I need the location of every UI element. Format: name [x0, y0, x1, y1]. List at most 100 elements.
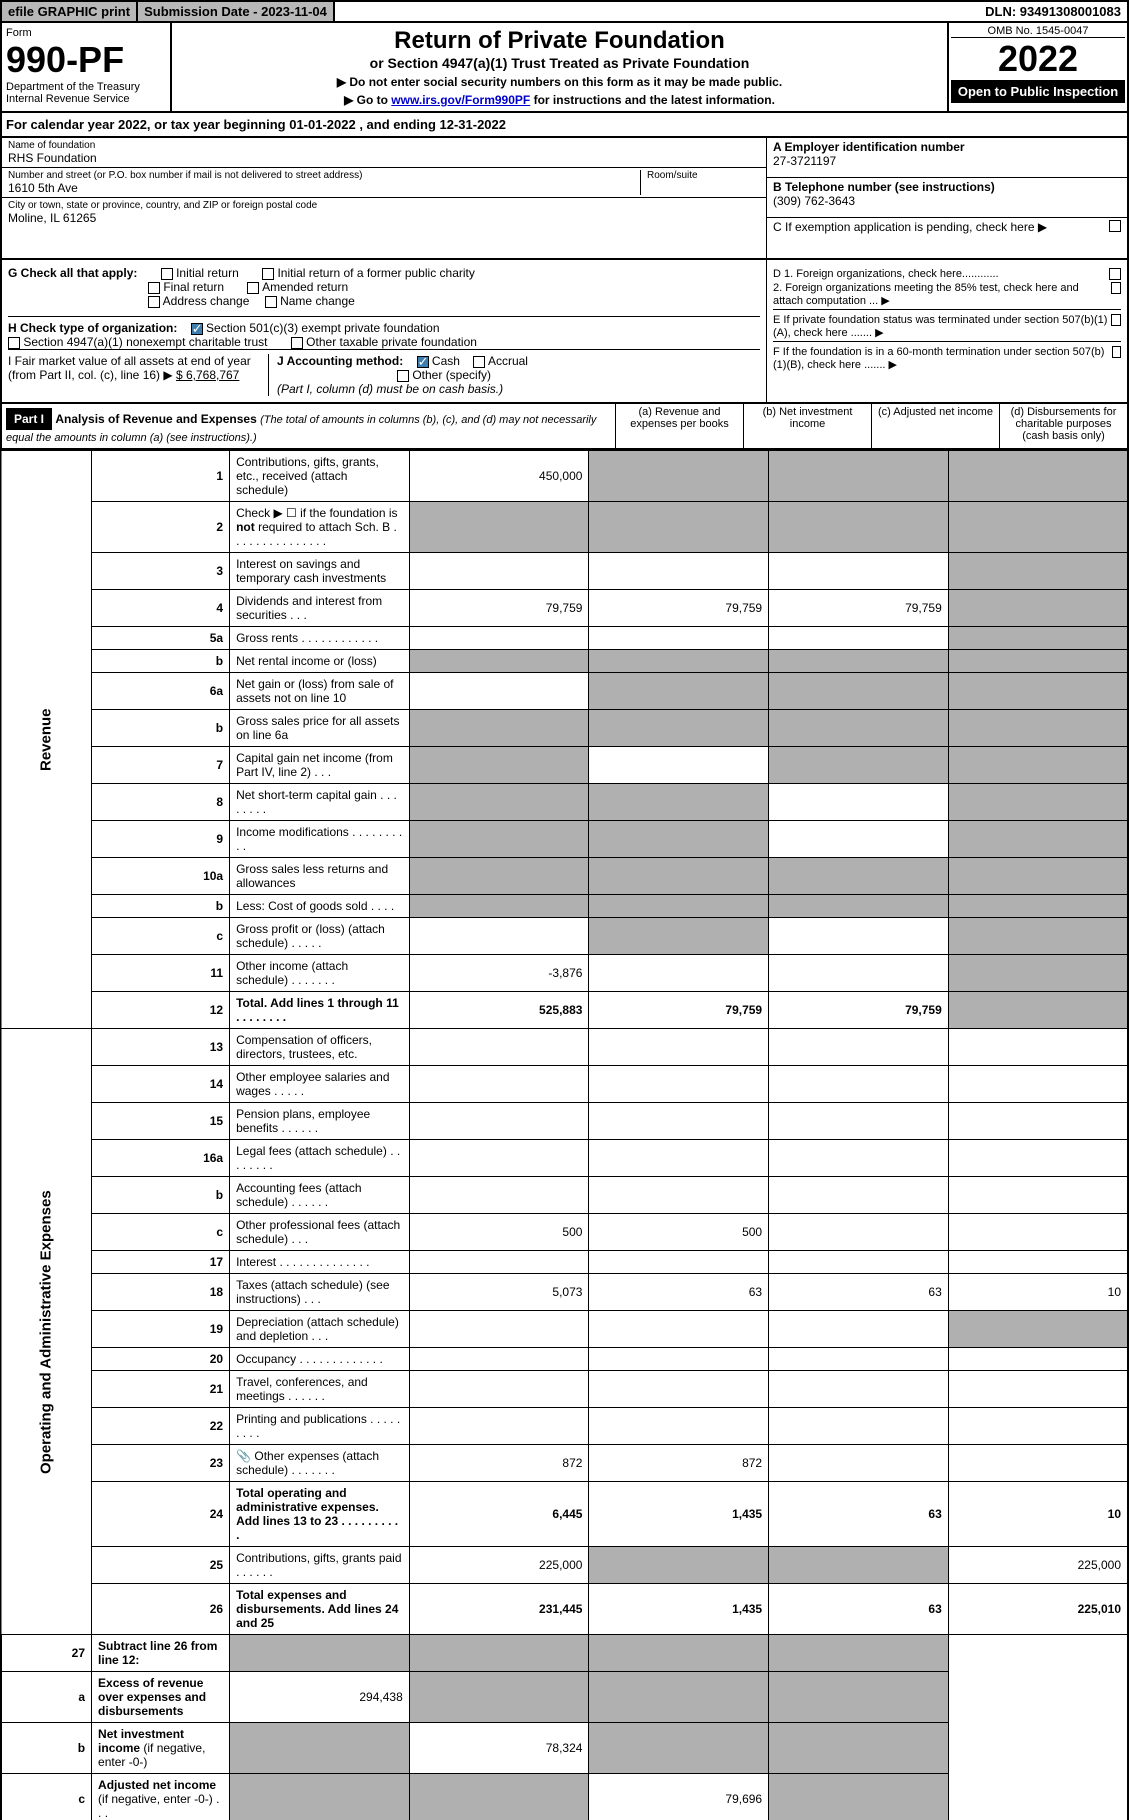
h-other[interactable]: [291, 337, 303, 349]
line-num: c: [92, 918, 230, 955]
table-cell: [589, 650, 769, 673]
subtitle: or Section 4947(a)(1) Trust Treated as P…: [176, 55, 943, 71]
table-cell: [769, 710, 949, 747]
side-label: Revenue: [1, 451, 92, 1029]
table-cell: [948, 590, 1128, 627]
table-cell: [589, 1371, 769, 1408]
line-desc: Other professional fees (attach schedule…: [230, 1214, 410, 1251]
table-row: 25Contributions, gifts, grants paid . . …: [1, 1547, 1128, 1584]
line-desc: Gross sales price for all assets on line…: [230, 710, 410, 747]
table-cell: [409, 1635, 589, 1672]
g-name[interactable]: [265, 296, 277, 308]
line-num: 23: [92, 1445, 230, 1482]
table-row: bNet investment income (if negative, ent…: [1, 1723, 1128, 1774]
f-checkbox[interactable]: [1112, 346, 1121, 358]
table-cell: [948, 918, 1128, 955]
col-d: (d) Disbursements for charitable purpose…: [999, 404, 1127, 448]
table-cell: [948, 710, 1128, 747]
table-row: 18Taxes (attach schedule) (see instructi…: [1, 1274, 1128, 1311]
table-cell: [948, 895, 1128, 918]
table-cell: [409, 858, 589, 895]
year: 2022: [951, 38, 1125, 80]
table-cell: [589, 553, 769, 590]
table-row: 4Dividends and interest from securities …: [1, 590, 1128, 627]
line-desc: Check ▶ ☐ if the foundation is not requi…: [230, 502, 410, 553]
line-num: 18: [92, 1274, 230, 1311]
efile-button[interactable]: efile GRAPHIC print: [2, 2, 138, 21]
table-cell: [589, 1103, 769, 1140]
j-other[interactable]: [397, 370, 409, 382]
line-desc: Total operating and administrative expen…: [230, 1482, 410, 1547]
table-cell: 294,438: [230, 1672, 410, 1723]
h-4947[interactable]: [8, 337, 20, 349]
table-cell: [409, 627, 589, 650]
form-link[interactable]: www.irs.gov/Form990PF: [391, 93, 530, 107]
table-cell: [769, 650, 949, 673]
line-desc: Income modifications . . . . . . . . . .: [230, 821, 410, 858]
line-num: 6a: [92, 673, 230, 710]
table-cell: [589, 1029, 769, 1066]
table-cell: [769, 1348, 949, 1371]
table-cell: [948, 1066, 1128, 1103]
table-cell: [589, 918, 769, 955]
table-cell: [948, 451, 1128, 502]
table-row: 19Depreciation (attach schedule) and dep…: [1, 1311, 1128, 1348]
table-cell: 10: [948, 1274, 1128, 1311]
table-cell: [948, 747, 1128, 784]
line-num: 17: [92, 1251, 230, 1274]
table-cell: [409, 1408, 589, 1445]
table-cell: [948, 1251, 1128, 1274]
c-row: C If exemption application is pending, c…: [767, 218, 1127, 258]
table-cell: [589, 1635, 769, 1672]
c-checkbox[interactable]: [1109, 220, 1121, 232]
table-cell: [409, 650, 589, 673]
g-amended[interactable]: [247, 282, 259, 294]
line-num: 9: [92, 821, 230, 858]
table-cell: [589, 955, 769, 992]
line-desc: Gross profit or (loss) (attach schedule)…: [230, 918, 410, 955]
header-mid: Return of Private Foundation or Section …: [172, 23, 947, 111]
city-row: City or town, state or province, country…: [2, 198, 766, 227]
side-label: Operating and Administrative Expenses: [1, 1029, 92, 1635]
table-cell: [409, 1348, 589, 1371]
line-desc: Contributions, gifts, grants, etc., rece…: [230, 451, 410, 502]
table-cell: [589, 673, 769, 710]
line-desc: Taxes (attach schedule) (see instruction…: [230, 1274, 410, 1311]
line-desc: Interest on savings and temporary cash i…: [230, 553, 410, 590]
line-num: 26: [92, 1584, 230, 1635]
h-501c3[interactable]: [191, 323, 203, 335]
g-address[interactable]: [148, 296, 160, 308]
line-desc: Gross sales less returns and allowances: [230, 858, 410, 895]
table-cell: 79,759: [409, 590, 589, 627]
info-left: Name of foundation RHS Foundation Number…: [2, 138, 767, 258]
line-num: 7: [92, 747, 230, 784]
table-cell: 63: [589, 1274, 769, 1311]
line-num: 19: [92, 1311, 230, 1348]
table-cell: 79,759: [589, 590, 769, 627]
table-cell: [948, 821, 1128, 858]
line-num: 12: [92, 992, 230, 1029]
g-initial[interactable]: [161, 268, 173, 280]
table-cell: 79,696: [589, 1774, 769, 1820]
d2-checkbox[interactable]: [1111, 282, 1121, 294]
table-cell: [409, 1029, 589, 1066]
g-former[interactable]: [262, 268, 274, 280]
table-cell: [769, 955, 949, 992]
table-cell: [948, 627, 1128, 650]
table-cell: 6,445: [409, 1482, 589, 1547]
g-final[interactable]: [148, 282, 160, 294]
line-num: 15: [92, 1103, 230, 1140]
j-cash[interactable]: [417, 356, 429, 368]
d1-checkbox[interactable]: [1109, 268, 1121, 280]
table-cell: [589, 821, 769, 858]
table-row: 24Total operating and administrative exp…: [1, 1482, 1128, 1547]
table-cell: [948, 1445, 1128, 1482]
e-checkbox[interactable]: [1111, 314, 1121, 326]
line-num: c: [1, 1774, 92, 1820]
table-cell: 225,000: [409, 1547, 589, 1584]
table-cell: [409, 553, 589, 590]
table-cell: [589, 1672, 769, 1723]
phone-row: B Telephone number (see instructions) (3…: [767, 178, 1127, 218]
j-accrual[interactable]: [473, 356, 485, 368]
line-num: 8: [92, 784, 230, 821]
